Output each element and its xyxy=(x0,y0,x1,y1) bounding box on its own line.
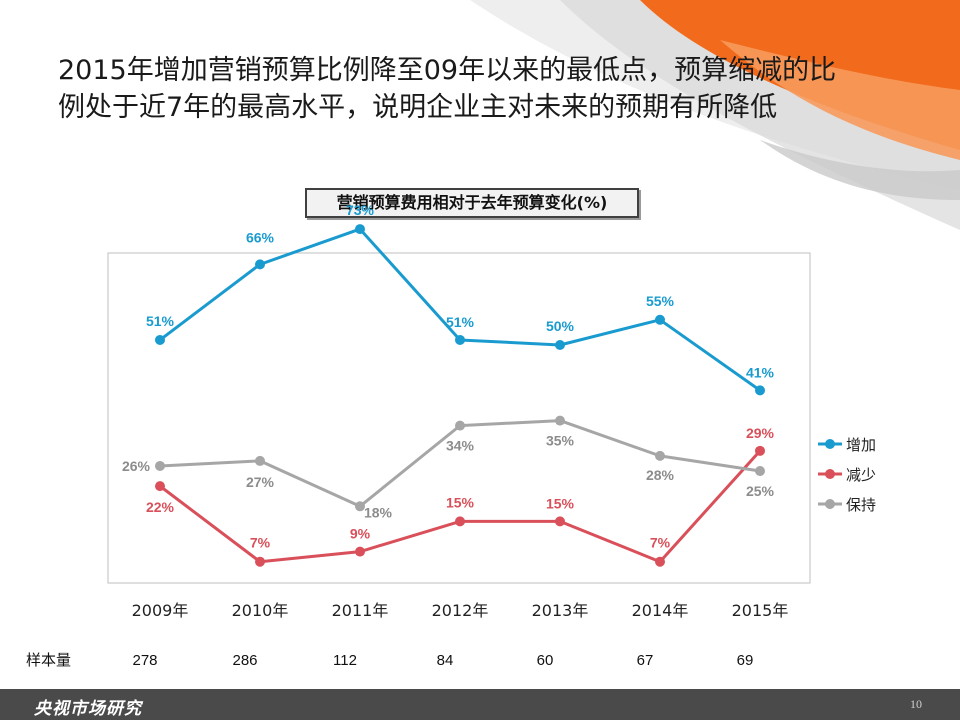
slide-headline: 2015年增加营销预算比例降至09年以来的最低点，预算缩减的比 例处于近7年的最… xyxy=(58,52,918,126)
data-label: 7% xyxy=(250,535,271,551)
data-label: 15% xyxy=(546,495,575,511)
data-label: 15% xyxy=(446,494,475,510)
data-point xyxy=(455,334,465,345)
data-point xyxy=(355,224,365,235)
data-label: 66% xyxy=(246,229,275,245)
data-label: 55% xyxy=(646,293,675,309)
x-tick-label: 2009年 xyxy=(132,601,189,620)
x-tick-label: 2014年 xyxy=(632,601,689,620)
x-tick-label: 2015年 xyxy=(732,601,789,620)
data-point xyxy=(255,259,265,270)
x-tick-label: 2010年 xyxy=(232,601,289,620)
headline-line-1: 2015年增加营销预算比例降至09年以来的最低点，预算缩减的比 xyxy=(58,55,837,86)
data-point xyxy=(555,340,565,350)
data-label: 35% xyxy=(546,433,575,449)
data-point xyxy=(655,556,665,567)
data-label: 41% xyxy=(746,364,775,380)
data-label: 26% xyxy=(122,458,151,474)
data-point xyxy=(355,546,365,557)
data-point xyxy=(755,445,765,456)
plot-area xyxy=(107,252,811,584)
x-tick-label: 2012年 xyxy=(432,601,489,620)
data-point xyxy=(155,460,165,471)
sample-size-value: 84 xyxy=(437,652,454,669)
line-chart: 51% 66% 73% 51% 50% 55% 41% 22% 7% 9% 15% 15% 7% 29% 2… xyxy=(26,202,876,669)
legend-label: 增加 xyxy=(846,436,876,454)
legend-marker xyxy=(825,469,835,479)
data-point xyxy=(355,501,365,512)
data-label: 7% xyxy=(650,535,671,551)
data-label: 27% xyxy=(246,474,275,490)
data-label: 25% xyxy=(746,483,775,499)
data-label: 51% xyxy=(446,314,475,330)
data-label: 50% xyxy=(546,318,575,334)
footer-bar: 央视市场研究 10 xyxy=(0,689,960,720)
sample-size-value: 286 xyxy=(232,652,257,669)
chart-title: 营销预算费用相对于去年预算变化(%) xyxy=(305,188,639,218)
data-point xyxy=(255,556,265,567)
headline-line-2: 例处于近7年的最高水平，说明企业主对未来的预期有所降低 xyxy=(58,92,778,123)
data-point xyxy=(655,314,665,325)
data-point xyxy=(455,420,465,431)
data-label: 73% xyxy=(346,202,375,218)
legend-marker xyxy=(825,499,835,509)
sample-size-value: 278 xyxy=(132,652,157,669)
legend-label: 保持 xyxy=(846,496,876,514)
data-point xyxy=(255,455,265,466)
data-point xyxy=(655,450,665,461)
data-label: 34% xyxy=(446,438,475,454)
page-number: 10 xyxy=(910,697,922,711)
data-label: 22% xyxy=(146,499,175,515)
legend-marker xyxy=(825,439,835,449)
data-label: 9% xyxy=(350,526,371,542)
sample-size-value: 60 xyxy=(537,652,554,669)
x-tick-label: 2011年 xyxy=(332,601,389,620)
data-point xyxy=(155,481,165,492)
data-label: 29% xyxy=(746,425,775,441)
data-point xyxy=(755,385,765,396)
data-point xyxy=(555,516,565,527)
data-point xyxy=(555,415,565,426)
sample-size-value: 69 xyxy=(737,652,754,669)
legend-label: 减少 xyxy=(846,466,876,484)
x-tick-label: 2013年 xyxy=(532,601,589,620)
data-label: 28% xyxy=(646,467,675,483)
data-label: 51% xyxy=(146,313,175,329)
sample-size-label: 样本量 xyxy=(26,651,71,669)
data-point xyxy=(755,466,765,476)
data-label: 18% xyxy=(364,504,393,520)
data-point xyxy=(455,516,465,527)
footer-brand: 央视市场研究 xyxy=(34,699,142,719)
data-point xyxy=(155,334,165,345)
sample-size-value: 112 xyxy=(333,652,357,669)
sample-size-value: 67 xyxy=(637,652,654,669)
